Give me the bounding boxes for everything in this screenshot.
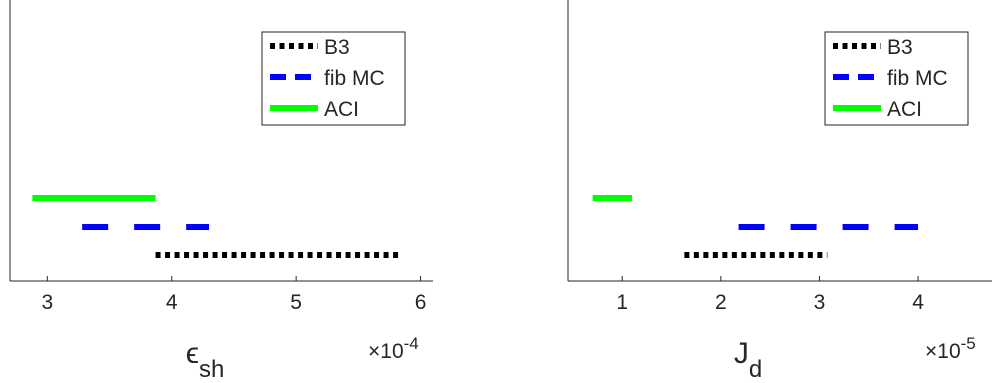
x-scale-factor: ×10-5 xyxy=(925,334,976,363)
legend-label: B3 xyxy=(324,36,350,59)
x-tick-label: 1 xyxy=(616,291,628,314)
legend-label: ACI xyxy=(887,98,922,121)
legend-label: B3 xyxy=(887,36,913,59)
chart-panel-1: 3 4 5 6 B3 fib MC ACI ϵsh ×10-4 xyxy=(9,0,433,383)
legend-label: fib MC xyxy=(324,67,385,90)
x-axis-label: Jd xyxy=(734,337,762,383)
x-tick-label: 6 xyxy=(415,291,427,314)
chart-panel-2: 1 2 3 4 B3 fib MC ACI Jd ×10-5 xyxy=(567,0,992,383)
x-tick-label: 3 xyxy=(814,291,826,314)
x-tick-label: 5 xyxy=(290,291,302,314)
legend: B3 fib MC ACI xyxy=(824,31,969,126)
x-tick-label: 4 xyxy=(166,291,178,314)
legend-label: fib MC xyxy=(887,67,948,90)
x-tick-label: 2 xyxy=(715,291,727,314)
legend-label: ACI xyxy=(324,98,359,121)
x-scale-factor: ×10-4 xyxy=(368,334,419,363)
x-axis-label: ϵsh xyxy=(186,337,225,383)
legend: B3 fib MC ACI xyxy=(261,31,406,126)
x-tick-label: 4 xyxy=(912,291,924,314)
x-tick-label: 3 xyxy=(41,291,53,314)
